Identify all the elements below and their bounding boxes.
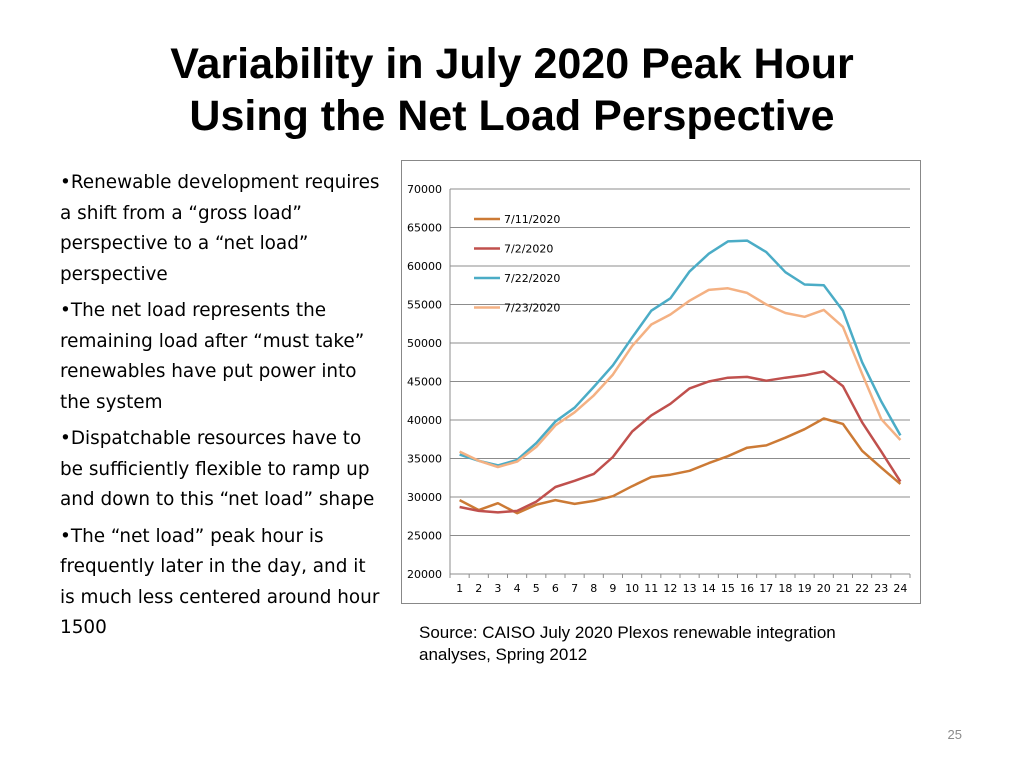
x-tick-label: 15 — [721, 582, 735, 595]
title-line-2: Using the Net Load Perspective — [189, 92, 835, 140]
y-tick-label: 55000 — [407, 299, 442, 312]
x-tick-label: 18 — [778, 582, 792, 595]
slide-title: Variability in July 2020 Peak Hour Using… — [40, 38, 984, 142]
net-load-chart: 20000 25000 30000 35000 40000 45000 50000 55000… — [401, 160, 921, 604]
y-tick-label: 35000 — [407, 453, 442, 466]
x-tick-label: 9 — [609, 582, 616, 595]
x-tick-label: 6 — [552, 582, 559, 595]
chart-legend: 7/11/2020 7/2/2020 7/22/2020 7/23/2020 — [474, 213, 560, 315]
x-tick-label: 13 — [683, 582, 697, 595]
x-tick-label: 17 — [759, 582, 773, 595]
y-tick-label: 40000 — [407, 414, 442, 427]
bullet-item: •The “net load” peak hour is frequently … — [60, 525, 380, 639]
bullet-list: •Renewable development requires a shift … — [60, 168, 380, 650]
x-tick-label: 8 — [590, 582, 597, 595]
y-tick-label: 30000 — [407, 491, 442, 504]
y-tick-label: 50000 — [407, 337, 442, 350]
y-tick-label: 65000 — [407, 222, 442, 235]
x-tick-label: 14 — [702, 582, 716, 595]
x-tick-label: 20 — [817, 582, 831, 595]
series-line — [459, 370, 902, 514]
legend-label: 7/11/2020 — [504, 213, 560, 226]
y-tick-label: 70000 — [407, 183, 442, 196]
bullet-item: •Dispatchable resources have to be suffi… — [60, 428, 375, 510]
title-line-1: Variability in July 2020 Peak Hour — [170, 40, 854, 88]
page-number: 25 — [947, 727, 962, 742]
series-line — [459, 417, 902, 515]
y-tick-label: 20000 — [407, 568, 442, 581]
source-note: Source: CAISO July 2020 Plexos renewable… — [419, 623, 836, 664]
y-tick-label: 60000 — [407, 260, 442, 273]
x-tick-label: 22 — [855, 582, 869, 595]
x-tick-label: 1 — [456, 582, 463, 595]
series-line — [459, 239, 902, 467]
bullet-item: •Renewable development requires a shift … — [60, 172, 380, 285]
chart-svg: 20000 25000 30000 35000 40000 45000 50000 55000… — [407, 183, 911, 595]
x-tick-label: 4 — [514, 582, 521, 595]
x-tick-label: 19 — [798, 582, 812, 595]
x-tick-label: 11 — [644, 582, 658, 595]
bullet-item: •The net load represents the remaining l… — [60, 300, 365, 413]
x-tick-label: 3 — [494, 582, 501, 595]
y-tick-label: 25000 — [407, 530, 442, 543]
x-tick-label: 7 — [571, 582, 578, 595]
legend-label: 7/22/2020 — [504, 272, 560, 285]
chart-axes: 20000 25000 30000 35000 40000 45000 50000 55000… — [407, 183, 911, 595]
series-line — [459, 287, 902, 469]
legend-label: 7/23/2020 — [504, 302, 560, 315]
x-tick-label: 12 — [663, 582, 677, 595]
x-tick-label: 2 — [475, 582, 482, 595]
x-tick-label: 21 — [836, 582, 850, 595]
x-tick-label: 5 — [533, 582, 540, 595]
x-tick-label: 23 — [874, 582, 888, 595]
y-tick-label: 45000 — [407, 376, 442, 389]
chart-series — [459, 239, 902, 515]
legend-label: 7/2/2020 — [504, 243, 553, 256]
chart-gridlines — [450, 188, 910, 575]
x-tick-label: 16 — [740, 582, 754, 595]
x-tick-label: 24 — [893, 582, 907, 595]
x-tick-label: 10 — [625, 582, 639, 595]
